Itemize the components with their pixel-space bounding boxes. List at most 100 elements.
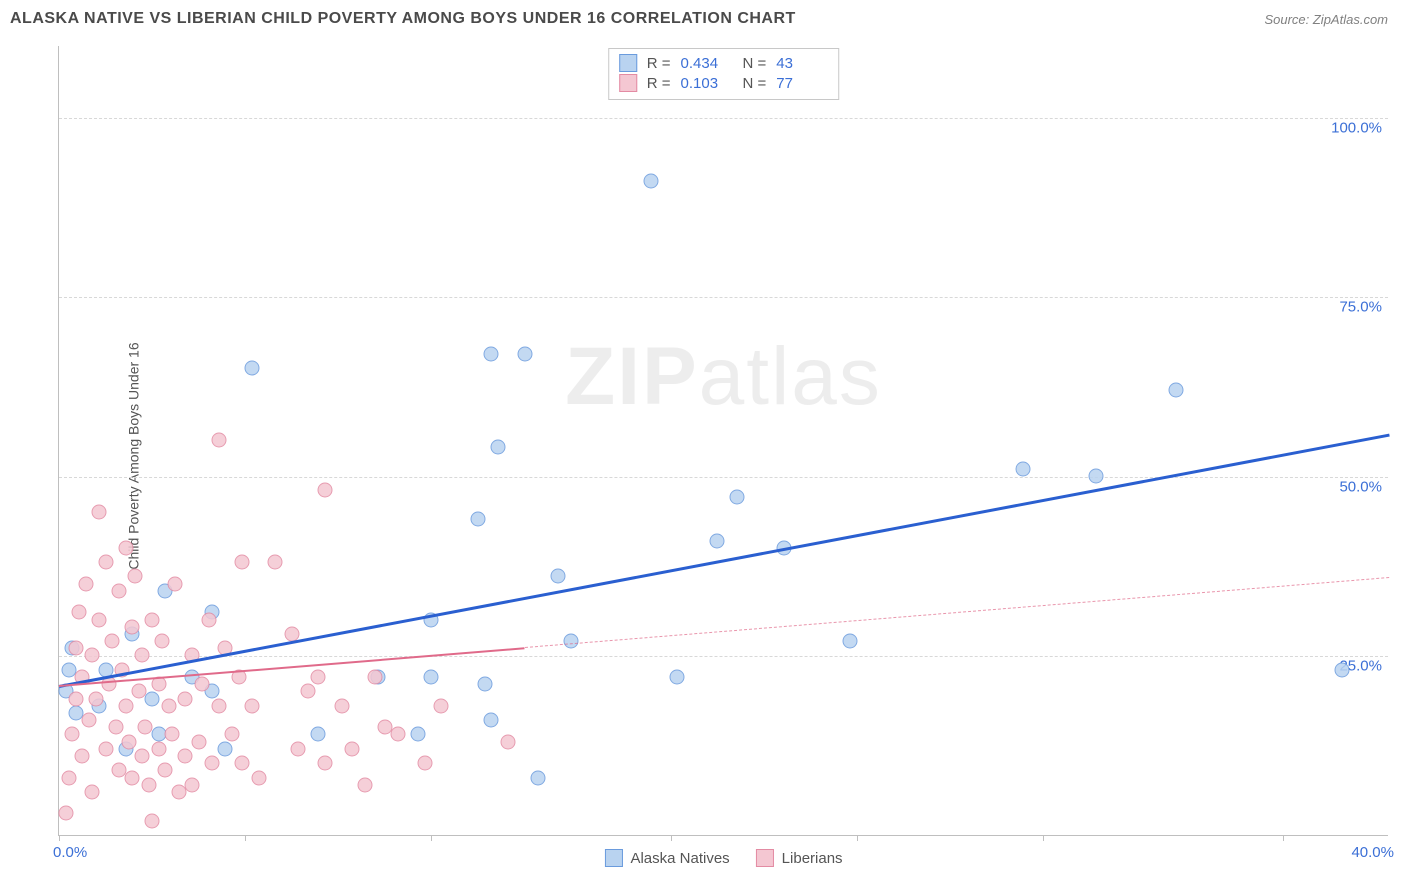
data-point (98, 555, 113, 570)
data-point (301, 684, 316, 699)
r-value: 0.103 (681, 75, 733, 92)
y-tick-label: 100.0% (1331, 119, 1382, 136)
data-point (517, 346, 532, 361)
source-attribution: Source: ZipAtlas.com (1264, 12, 1388, 27)
data-point (135, 749, 150, 764)
legend-swatch (756, 849, 774, 867)
y-tick-label: 50.0% (1339, 478, 1382, 495)
series-swatch (619, 54, 637, 72)
data-point (417, 756, 432, 771)
data-point (550, 569, 565, 584)
gridline (59, 477, 1388, 478)
data-point (391, 727, 406, 742)
x-tick (671, 835, 672, 841)
data-point (367, 670, 382, 685)
data-point (145, 691, 160, 706)
trend-line-extrapolated (524, 577, 1389, 648)
gridline (59, 656, 1388, 657)
data-point (344, 741, 359, 756)
data-point (484, 346, 499, 361)
data-point (161, 698, 176, 713)
data-point (530, 770, 545, 785)
data-point (131, 684, 146, 699)
data-point (334, 698, 349, 713)
data-point (65, 727, 80, 742)
trend-line (59, 434, 1390, 688)
data-point (1089, 468, 1104, 483)
data-point (111, 583, 126, 598)
data-point (484, 713, 499, 728)
data-point (244, 361, 259, 376)
data-point (211, 698, 226, 713)
data-point (477, 677, 492, 692)
x-tick (857, 835, 858, 841)
data-point (145, 612, 160, 627)
data-point (311, 670, 326, 685)
legend-swatch (604, 849, 622, 867)
data-point (98, 741, 113, 756)
data-point (268, 555, 283, 570)
data-point (251, 770, 266, 785)
data-point (108, 720, 123, 735)
r-value: 0.434 (681, 55, 733, 72)
x-tick (59, 835, 60, 841)
data-point (168, 576, 183, 591)
data-point (128, 569, 143, 584)
data-point (500, 734, 515, 749)
data-point (318, 483, 333, 498)
data-point (178, 691, 193, 706)
data-point (155, 634, 170, 649)
data-point (211, 433, 226, 448)
data-point (135, 648, 150, 663)
data-point (105, 634, 120, 649)
n-value: 43 (776, 55, 828, 72)
data-point (1169, 382, 1184, 397)
data-point (58, 806, 73, 821)
stats-row: R =0.434N =43 (619, 53, 829, 73)
series-swatch (619, 74, 637, 92)
series-legend: Alaska Natives Liberians (604, 849, 842, 867)
data-point (218, 741, 233, 756)
data-point (224, 727, 239, 742)
legend-item: Liberians (756, 849, 843, 867)
n-label: N = (743, 55, 767, 72)
data-point (68, 691, 83, 706)
data-point (141, 777, 156, 792)
n-label: N = (743, 75, 767, 92)
gridline (59, 297, 1388, 298)
plot-area: ZIPatlas R =0.434N =43R =0.103N =77 Alas… (58, 46, 1388, 836)
data-point (204, 756, 219, 771)
x-axis-min-label: 0.0% (53, 844, 87, 861)
data-point (178, 749, 193, 764)
data-point (470, 512, 485, 527)
data-point (318, 756, 333, 771)
data-point (244, 698, 259, 713)
data-point (434, 698, 449, 713)
data-point (165, 727, 180, 742)
data-point (490, 440, 505, 455)
data-point (1335, 662, 1350, 677)
y-tick-label: 75.0% (1339, 299, 1382, 316)
data-point (234, 555, 249, 570)
x-tick (245, 835, 246, 841)
data-point (125, 619, 140, 634)
data-point (234, 756, 249, 771)
data-point (1016, 461, 1031, 476)
stats-legend-box: R =0.434N =43R =0.103N =77 (608, 48, 840, 100)
data-point (710, 533, 725, 548)
data-point (88, 691, 103, 706)
data-point (85, 648, 100, 663)
chart-container: Child Poverty Among Boys Under 16 ZIPatl… (50, 46, 1396, 866)
data-point (291, 741, 306, 756)
data-point (121, 734, 136, 749)
watermark: ZIPatlas (565, 330, 882, 424)
data-point (81, 713, 96, 728)
data-point (125, 770, 140, 785)
n-value: 77 (776, 75, 828, 92)
data-point (91, 612, 106, 627)
data-point (91, 504, 106, 519)
stats-row: R =0.103N =77 (619, 73, 829, 93)
data-point (670, 670, 685, 685)
legend-label: Alaska Natives (630, 850, 729, 867)
data-point (145, 813, 160, 828)
